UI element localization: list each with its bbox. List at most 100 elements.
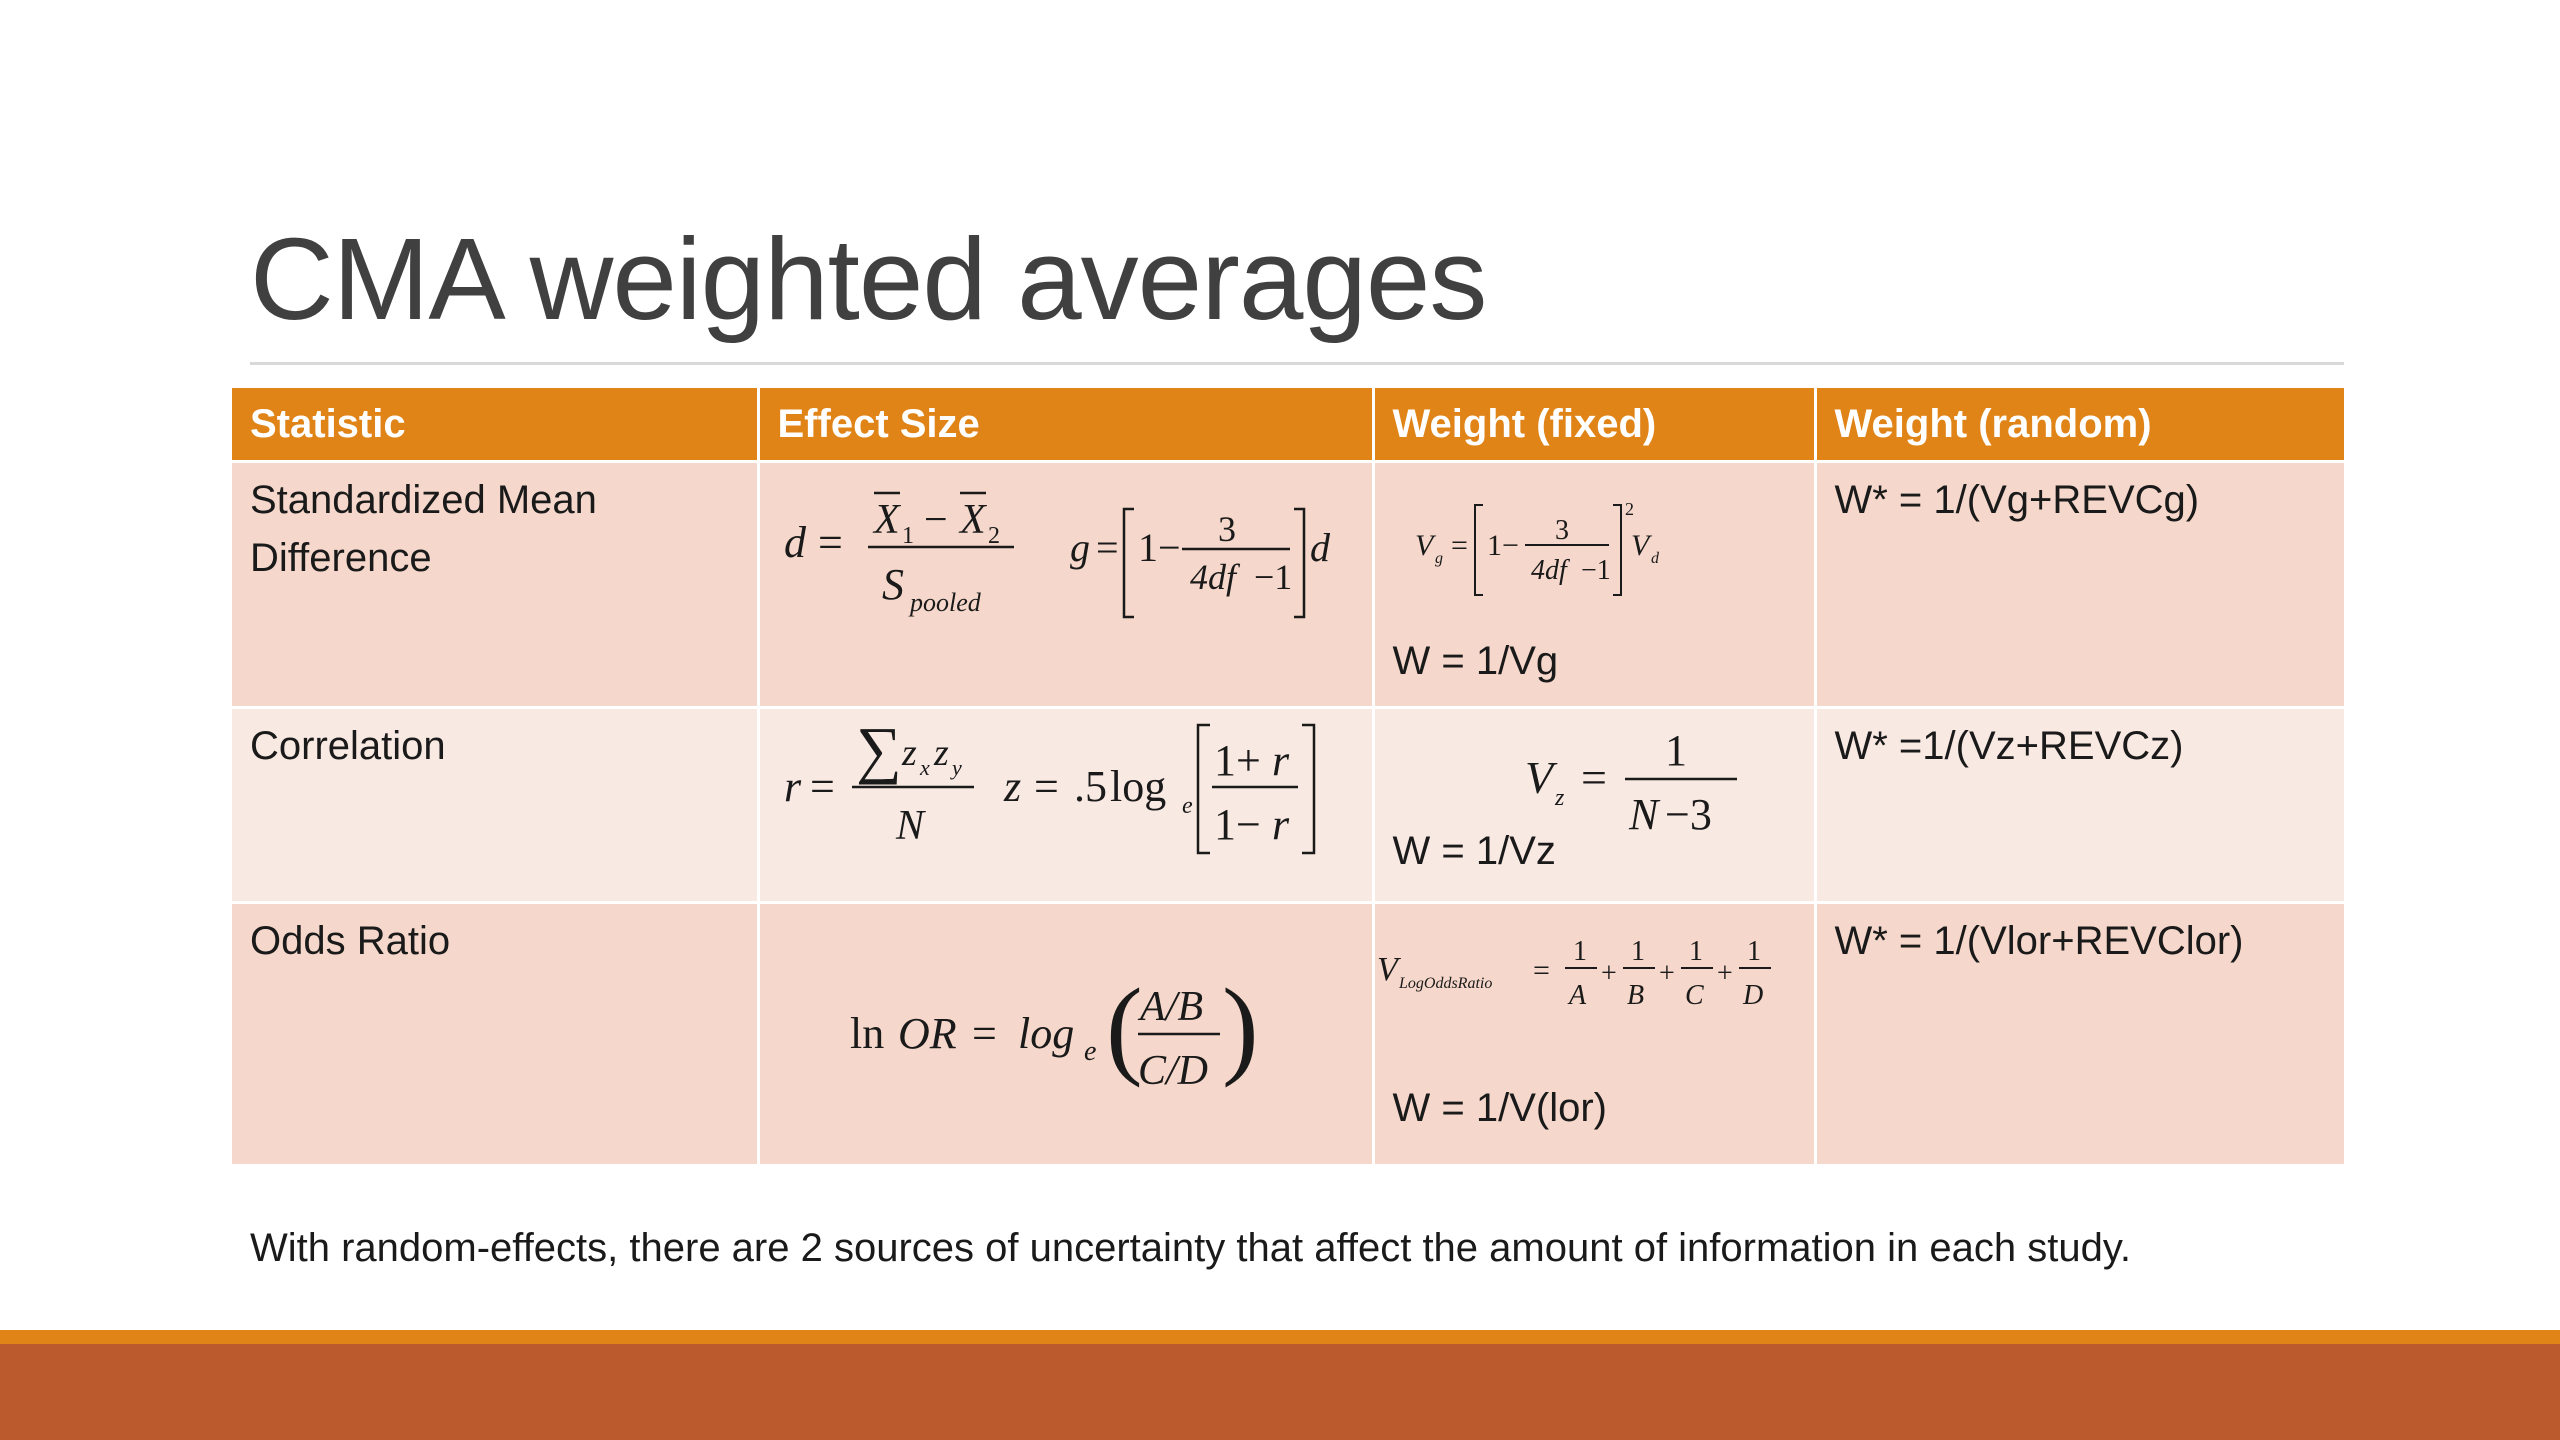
random-weight: W* = 1/(Vg+REVCg): [1834, 478, 2200, 522]
svg-text:=: =: [810, 762, 835, 811]
svg-text:=: =: [818, 518, 843, 567]
smd-variance-equation: V g = 1− 3 4df −1 2 V d: [1415, 499, 1660, 596]
svg-text:−3: −3: [1665, 790, 1712, 837]
svg-text:OR: OR: [898, 1009, 957, 1058]
svg-text:y: y: [950, 755, 962, 780]
svg-text:1: 1: [1631, 936, 1645, 967]
svg-text:2: 2: [1625, 499, 1634, 519]
svg-text:−1: −1: [1254, 557, 1292, 597]
svg-text:ln: ln: [850, 1009, 884, 1058]
svg-text:4df: 4df: [1190, 557, 1241, 597]
svg-text:A: A: [1567, 980, 1587, 1011]
statistic-name: Correlation: [250, 724, 446, 768]
svg-text:1−: 1−: [1214, 800, 1261, 849]
svg-text:N: N: [1628, 790, 1661, 837]
title-divider: [250, 362, 2344, 365]
svg-text:.5: .5: [1074, 762, 1107, 811]
footer-band: [0, 1344, 2560, 1440]
svg-text:d: d: [784, 518, 807, 567]
svg-text:z: z: [1003, 762, 1021, 811]
svg-text:+: +: [1659, 958, 1675, 989]
correlation-effect-equation: r = ∑ z x z y N z = .5 log e 1+ r: [784, 714, 1315, 855]
svg-text:∑: ∑: [856, 714, 902, 785]
svg-text:X: X: [958, 497, 988, 543]
footer-accent-band: [0, 1330, 2560, 1344]
svg-text:): ): [1222, 966, 1259, 1088]
svg-text:4df: 4df: [1531, 555, 1570, 586]
svg-text:X: X: [872, 497, 902, 543]
svg-text:r: r: [1272, 800, 1290, 849]
svg-text:S: S: [882, 560, 904, 609]
statistic-name: Odds Ratio: [250, 919, 451, 963]
svg-text:1: 1: [1573, 936, 1587, 967]
svg-text:−1: −1: [1581, 555, 1611, 586]
header-weight-fixed: Weight (fixed): [1373, 388, 1817, 463]
svg-text:d: d: [1310, 525, 1331, 570]
svg-text:=: =: [1034, 762, 1059, 811]
svg-text:LogOddsRatio: LogOddsRatio: [1398, 975, 1492, 992]
svg-text:g: g: [1070, 525, 1090, 570]
svg-text:e: e: [1084, 1036, 1096, 1067]
svg-text:r: r: [1272, 736, 1290, 785]
svg-text:x: x: [919, 755, 930, 780]
fixed-weight: W = 1/V(lor): [1392, 1086, 1607, 1130]
correlation-variance-equation: V z = 1 N −3: [1525, 726, 1737, 837]
statistic-name: Standardized Mean Difference: [250, 478, 597, 580]
svg-text:+: +: [1601, 958, 1617, 989]
svg-text:V: V: [1525, 752, 1558, 803]
header-statistic: Statistic: [232, 388, 760, 463]
smd-effect-equation: d = X 1 − X 2 S pooled g = 1− 3: [784, 491, 1331, 619]
random-weight: W* = 1/(Vlor+REVClor): [1834, 919, 2244, 963]
svg-text:1: 1: [1665, 726, 1687, 775]
svg-text:z: z: [901, 732, 917, 774]
table-row: Odds Ratio ln OR = log e ( A/B C/D ): [232, 902, 2344, 1167]
header-weight-random: Weight (random): [1815, 388, 2344, 463]
svg-text:(: (: [1106, 966, 1143, 1088]
fixed-weight: W = 1/Vg: [1392, 639, 1559, 683]
fixed-weight: W = 1/Vz: [1392, 829, 1556, 873]
svg-text:pooled: pooled: [908, 588, 982, 617]
svg-text:g: g: [1435, 550, 1443, 567]
odds-ratio-variance-equation: V LogOddsRatio = 1 A + 1 B + 1 C + 1: [1377, 936, 1771, 1011]
svg-text:z: z: [1554, 785, 1565, 811]
svg-text:+: +: [1717, 958, 1733, 989]
table-row: Correlation r = ∑ z x z y N z = .5 log: [232, 707, 2344, 904]
table-header-row: Statistic Effect Size Weight (fixed) Wei…: [232, 388, 2344, 463]
svg-text:V: V: [1415, 529, 1437, 562]
odds-ratio-effect-equation: ln OR = log e ( A/B C/D ): [850, 966, 1259, 1094]
svg-text:3: 3: [1555, 515, 1569, 546]
weights-table: Statistic Effect Size Weight (fixed) Wei…: [232, 388, 2344, 1167]
svg-text:1: 1: [1747, 936, 1761, 967]
svg-text:log: log: [1110, 762, 1166, 811]
svg-text:e: e: [1182, 793, 1193, 819]
svg-text:1: 1: [1689, 936, 1703, 967]
svg-text:C: C: [1685, 980, 1704, 1011]
svg-text:=: =: [1451, 529, 1468, 562]
svg-text:V: V: [1631, 529, 1653, 562]
svg-text:−: −: [924, 497, 948, 543]
table-row: Standardized Mean Difference d = X 1 − X…: [232, 461, 2344, 709]
svg-text:=: =: [1096, 525, 1119, 570]
svg-text:d: d: [1651, 550, 1660, 567]
svg-text:r: r: [784, 762, 802, 811]
slide-footnote: With random-effects, there are 2 sources…: [250, 1226, 2131, 1270]
svg-text:2: 2: [988, 523, 1000, 549]
svg-text:=: =: [1581, 752, 1607, 803]
svg-text:1−: 1−: [1138, 525, 1181, 570]
header-effect-size: Effect Size: [758, 388, 1375, 463]
svg-text:1−: 1−: [1487, 529, 1519, 562]
svg-text:A/B: A/B: [1137, 984, 1203, 1030]
svg-text:C/D: C/D: [1138, 1048, 1208, 1094]
svg-text:log: log: [1018, 1009, 1074, 1058]
svg-text:1: 1: [902, 523, 914, 549]
random-weight: W* =1/(Vz+REVCz): [1834, 724, 2184, 768]
svg-text:=: =: [1533, 954, 1550, 987]
svg-text:N: N: [895, 803, 926, 849]
svg-text:1+: 1+: [1214, 736, 1261, 785]
slide-title: CMA weighted averages: [250, 214, 1487, 344]
svg-text:=: =: [972, 1009, 997, 1058]
svg-text:D: D: [1742, 980, 1763, 1011]
svg-text:3: 3: [1218, 509, 1236, 549]
svg-text:z: z: [933, 732, 949, 774]
svg-text:B: B: [1627, 980, 1644, 1011]
